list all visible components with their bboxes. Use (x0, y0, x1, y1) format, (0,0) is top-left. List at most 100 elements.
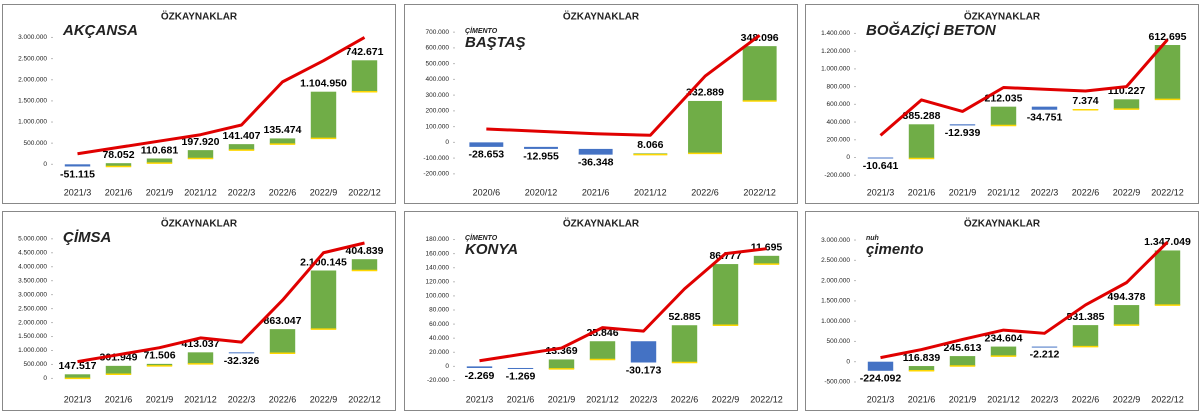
logo-text: nuh (866, 235, 879, 242)
value-label: 141.407 (223, 130, 261, 142)
bar (548, 359, 575, 369)
chart-title: ÖZKAYNAKLAR (563, 10, 640, 23)
x-tick-label: 2021/9 (146, 187, 174, 197)
x-tick-label: 2021/12 (634, 187, 667, 197)
value-label: 52.885 (668, 311, 700, 323)
logo-text: ÇİMSA (63, 229, 111, 246)
logo-text: AKÇANSA (62, 22, 138, 39)
value-label: 2.100.145 (300, 256, 347, 268)
value-label: 110.681 (141, 144, 179, 156)
logo-text: KONYA (465, 241, 518, 258)
bar (949, 356, 976, 367)
value-label: -32.326 (224, 355, 260, 367)
logo-text: BAŞTAŞ (465, 34, 526, 51)
y-tick-label: 300.000 (426, 92, 450, 99)
x-tick-label: 2021/12 (987, 187, 1020, 197)
y-tick-label: 1.500.000 (18, 98, 47, 105)
y-tick-label: 500.000 (426, 60, 450, 67)
y-tick-label: 0 (43, 161, 47, 168)
value-label: -28.653 (469, 149, 505, 161)
logo-text: çimento (866, 241, 924, 258)
bar (469, 142, 504, 147)
value-label: 1.104.950 (300, 77, 347, 89)
x-tick-label: 2022/3 (1031, 394, 1059, 404)
value-label: -2.269 (465, 370, 495, 382)
y-tick-label: 0 (445, 363, 449, 370)
bar (187, 150, 214, 159)
x-tick-label: 2021/3 (867, 187, 895, 197)
value-label: 404.839 (346, 245, 384, 257)
x-tick-label: 2021/6 (908, 187, 936, 197)
bar (753, 255, 780, 265)
y-tick-label: 20.000 (429, 349, 449, 356)
value-label: 7.374 (1072, 95, 1098, 107)
y-tick-label: 2.500.000 (821, 257, 850, 264)
chart-title: ÖZKAYNAKLAR (563, 217, 640, 230)
x-tick-label: 2022/3 (228, 187, 256, 197)
value-label: 385.288 (903, 110, 941, 122)
y-tick-label: 200.000 (827, 136, 851, 143)
bar (269, 138, 296, 145)
value-label: -30.173 (626, 364, 662, 376)
bar (228, 144, 255, 151)
x-tick-label: 2021/3 (64, 394, 92, 404)
y-tick-label: 2.500.000 (18, 305, 47, 312)
value-label: 863.047 (264, 315, 302, 327)
bar (1154, 250, 1181, 306)
bar (908, 366, 935, 371)
y-tick-label: 1.500.000 (18, 333, 47, 340)
value-label: -34.751 (1027, 112, 1063, 124)
value-label: -224.092 (860, 373, 902, 385)
value-label: 78.052 (102, 149, 134, 161)
y-tick-label: 80.000 (429, 307, 449, 314)
bar (990, 346, 1017, 357)
x-tick-label: 2022/6 (269, 394, 297, 404)
x-tick-label: 2022/9 (1113, 187, 1141, 197)
y-tick-label: 2.000.000 (18, 319, 47, 326)
bar (64, 164, 91, 167)
chart-panel: ÖZKAYNAKLAR AKÇANSA 0 500.000 1.000.000 1.500… (2, 4, 396, 204)
bar (524, 146, 558, 149)
chart-title: ÖZKAYNAKLAR (161, 10, 238, 23)
bar (578, 148, 613, 155)
y-tick-label: 0 (445, 139, 449, 146)
bar (712, 264, 739, 326)
y-tick-label: 1.500.000 (821, 298, 850, 305)
bar (351, 60, 378, 92)
x-tick-label: 2021/9 (548, 394, 576, 404)
x-tick-label: 2022/12 (348, 394, 381, 404)
value-label: 742.671 (346, 46, 384, 58)
y-tick-label: 160.000 (426, 250, 450, 257)
y-tick-label: 4.000.000 (18, 263, 47, 270)
bar (1113, 99, 1140, 110)
x-tick-label: 2022/9 (310, 394, 338, 404)
x-tick-label: 2021/6 (105, 187, 133, 197)
bar (688, 100, 722, 154)
y-tick-label: 120.000 (426, 279, 450, 286)
y-tick-label: 100.000 (426, 293, 450, 300)
value-label: -12.955 (523, 151, 559, 163)
x-tick-label: 2022/12 (348, 187, 381, 197)
bar (1113, 305, 1140, 326)
value-label: 8.066 (637, 139, 663, 151)
value-label: 234.604 (985, 332, 1023, 344)
x-tick-label: 2021/12 (184, 394, 217, 404)
y-tick-label: 140.000 (426, 264, 450, 271)
y-tick-label: 0 (43, 375, 47, 382)
value-label: 332.889 (686, 87, 724, 99)
x-tick-label: 2022/6 (1072, 394, 1100, 404)
y-tick-label: 1.200.000 (821, 48, 850, 55)
value-label: 245.613 (944, 342, 982, 354)
equity-line (479, 247, 767, 363)
bar (671, 325, 698, 363)
y-tick-label: 60.000 (429, 321, 449, 328)
value-label: 11.695 (751, 242, 783, 254)
y-tick-label: -200.000 (423, 171, 449, 178)
x-tick-label: 2022/12 (1151, 187, 1184, 197)
y-tick-label: 180.000 (426, 236, 450, 243)
bar (507, 367, 534, 369)
bar (187, 352, 214, 364)
